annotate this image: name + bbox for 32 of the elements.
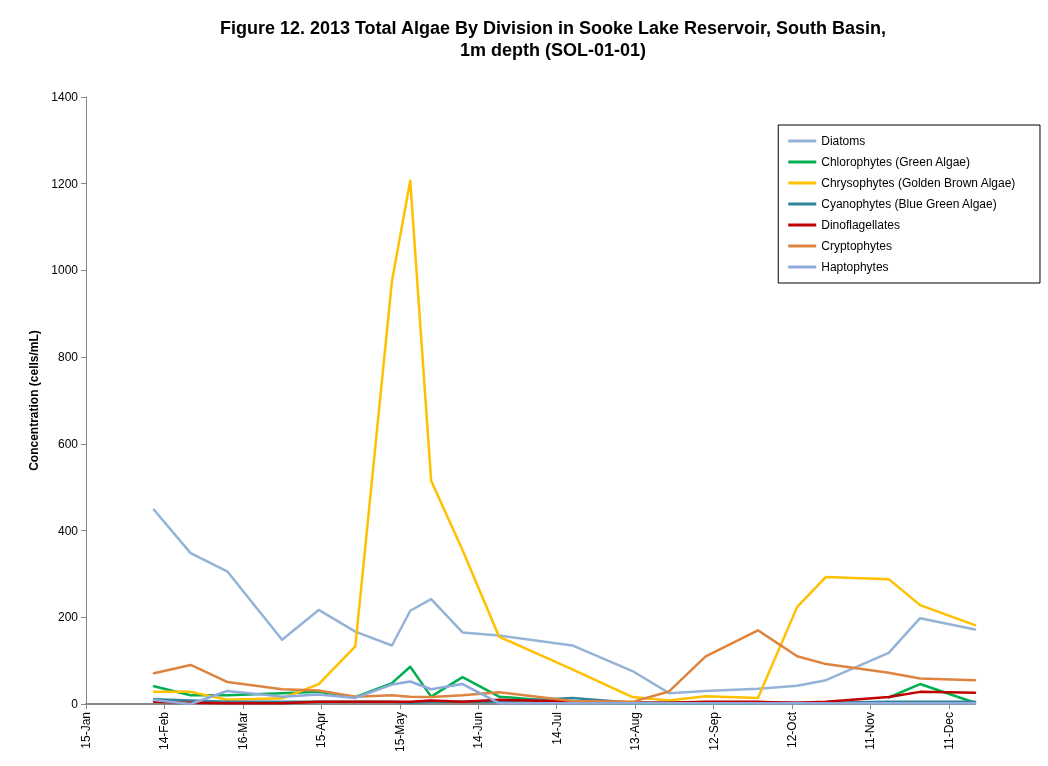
x-tick-label: 15-May [392,712,407,753]
y-tick-label: 600 [57,436,79,451]
x-tick-label: 11-Nov [863,712,878,750]
y-tick-label: 800 [57,350,79,365]
x-tick-label: 14-Jun [471,712,486,749]
y-tick-label: 1400 [51,90,79,104]
line-series [152,629,977,704]
x-tick-label: 12-Sep [706,711,721,751]
legend-label: Diatoms [821,134,866,148]
y-tick-label: 200 [57,610,79,625]
x-tick-label: 16-Mar [235,712,250,751]
y-axis-title: Concentration (cells/mL) [27,330,41,471]
x-tick-label: 12-Oct [784,711,799,749]
line-series [152,680,977,706]
y-tick-label: 0 [71,697,79,711]
legend-label: Cyanophytes (Blue Green Algae) [821,197,997,211]
x-tick-label: 14-Feb [157,711,172,751]
legend-label: Cryptophytes [821,239,892,253]
legend-label: Dinoflagellates [821,218,900,232]
legend-label: Chrysophytes (Golden Brown Algae) [821,176,1016,190]
x-tick-label: 15-Jan [79,712,93,749]
x-tick-label: 13-Aug [628,712,643,751]
y-tick-label: 1200 [51,176,79,191]
y-tick-label: 400 [57,523,79,538]
line-series [152,508,977,695]
chart-title: Figure 12. 2013 Total Algae By Division in Sooke Lake Reservoir, South Basin, 1m depth (SOL-01-01) [219,18,887,60]
legend-label: Chlorophytes (Green Algae) [821,155,970,169]
y-tick-label: 1000 [51,263,79,278]
x-tick-label: 14-Jul [549,712,564,745]
x-tick-label: 15-Apr [314,712,329,749]
legend-label: Haptophytes [821,260,889,274]
x-tick-label: 11-Dec [941,712,956,750]
